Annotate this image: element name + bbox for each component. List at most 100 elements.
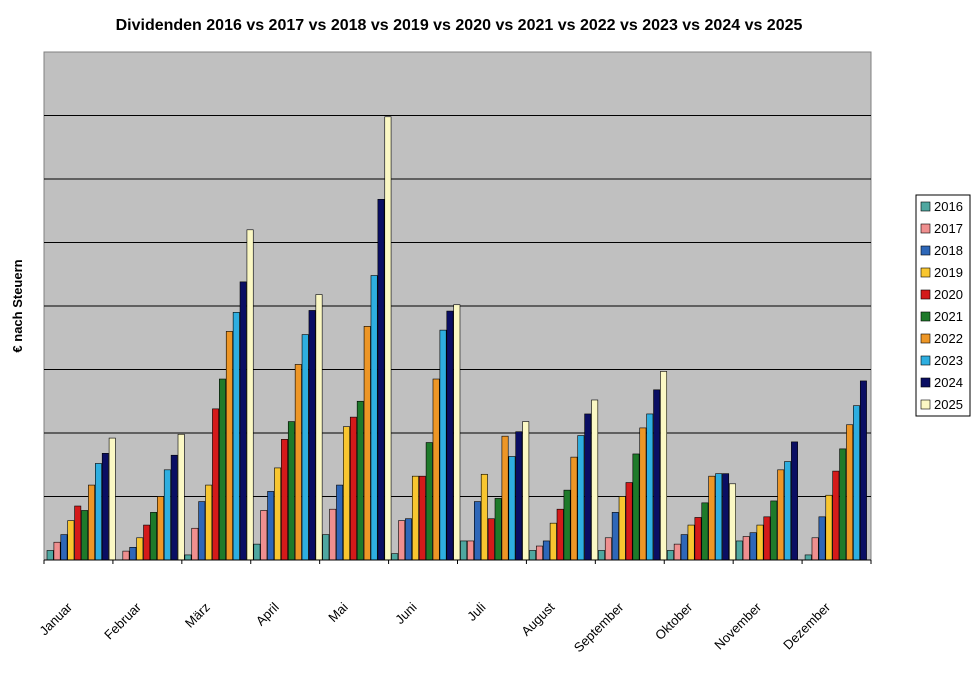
bar-2024-April [308,310,316,561]
bar-2024-März [239,281,247,561]
bar-2017-September [604,537,612,561]
bar-2018-März [198,501,206,561]
x-tick-label: Dezember [780,599,833,652]
bar-2022-Januar [88,484,96,561]
x-tick-label: August [518,599,557,638]
y-axis-label: € nach Steuern [10,259,25,352]
bar-2021-November [770,500,778,561]
bar-2016-Oktober [666,550,674,561]
bar-2019-Mai [343,426,350,561]
bar-2022-Februar [157,496,164,561]
bar-2017-Januar [53,541,61,561]
bar-2024-Mai [377,199,385,561]
bar-2021-Februar [150,512,158,561]
bar-2018-November [749,532,757,561]
bar-2017-Juli [467,540,474,561]
x-tick-labels: Januar Februar März April Mai Juni Juli August S… [36,599,833,655]
bar-2018-Dezember [818,516,826,561]
bar-2019-Oktober [687,524,695,561]
bar-2022-September [639,427,647,561]
bar-2023-Juni [439,329,447,561]
bar-2020-November [763,516,771,561]
bar-2017-März [191,527,199,561]
bar-2024-Januar [101,453,109,561]
bar-2025-Oktober [729,483,736,561]
bar-2025-Januar [108,437,116,561]
bar-2022-Mai [363,326,371,561]
bar-2022-November [777,469,785,561]
bar-2023-Januar [95,463,102,561]
bar-2023-Mai [370,275,378,561]
x-tick-label: Oktober [652,599,696,643]
bar-2017-Februar [122,550,130,561]
bar-2023-August [577,435,585,561]
bar-2025-August [591,399,599,561]
bar-2017-Oktober [673,543,681,561]
bar-2025-Februar [177,433,185,561]
legend-swatch-2024 [920,377,931,388]
legend-label-2020: 2020 [934,287,963,302]
bar-2021-März [219,378,226,561]
bar-2021-Juli [494,498,502,561]
bar-2022-April [294,364,302,561]
x-tick-label: September [571,599,627,655]
bar-2025-Juli [522,421,530,561]
legend-swatch-2021 [920,311,931,322]
bar-2021-Juni [425,442,433,561]
legend: 2016 2017 2018 2019 2020 2021 2022 2023 2024 2025 [915,194,971,417]
bar-2016-März [184,554,192,561]
bar-2019-Juli [480,473,488,561]
bar-2020-Dezember [832,470,840,561]
bar-2025-Juni [453,304,461,561]
bar-2016-Juni [391,553,399,561]
bar-2020-Oktober [694,517,702,561]
legend-swatch-2018 [920,245,931,256]
legend-label-2019: 2019 [934,265,963,280]
bar-2019-Januar [67,520,75,561]
bar-2023-November [784,461,792,561]
bar-2021-August [563,489,571,561]
bar-2020-April [281,439,288,561]
legend-swatch-2022 [920,333,931,344]
bar-2016-August [529,550,537,561]
bar-2018-Januar [60,534,68,561]
bar-2022-Oktober [708,475,716,561]
bar-2020-August [556,508,564,561]
legend-label-2018: 2018 [934,243,963,258]
bar-2024-Juni [446,310,454,561]
bar-2024-Juli [515,431,523,561]
bar-2019-März [205,484,213,561]
bar-2024-September [653,389,661,561]
bar-2019-November [756,524,764,561]
bar-2016-Mai [322,534,330,561]
bar-2016-Dezember [804,554,812,561]
bar-2024-Dezember [859,380,867,561]
bar-2021-September [632,453,640,561]
bar-2022-Juni [432,378,440,561]
bar-2022-Juli [501,435,509,561]
bar-2019-Februar [136,537,144,561]
bar-2024-November [791,441,798,561]
bar-2023-Dezember [853,405,860,561]
bar-2020-Februar [143,524,151,561]
bar-2023-Oktober [715,473,723,561]
bar-2024-Oktober [722,473,730,561]
bar-2018-September [611,512,619,561]
bar-2018-Juni [405,518,412,561]
legend-label-2024: 2024 [934,375,963,390]
bar-2017-Juni [398,520,406,561]
bar-2023-April [301,334,309,561]
bar-2019-August [549,522,557,561]
bar-2022-März [225,331,233,561]
x-tick-label: Januar [36,599,75,638]
bar-2016-September [598,550,605,561]
legend-swatch-2016 [920,201,931,212]
bar-2025-März [246,229,254,561]
bar-2020-Januar [74,505,82,561]
bar-2019-September [618,496,626,561]
bar-2017-November [742,536,750,561]
bar-2019-Juni [411,475,419,561]
x-tick-label: Juli [464,599,488,623]
x-tick-label: Mai [325,599,350,624]
